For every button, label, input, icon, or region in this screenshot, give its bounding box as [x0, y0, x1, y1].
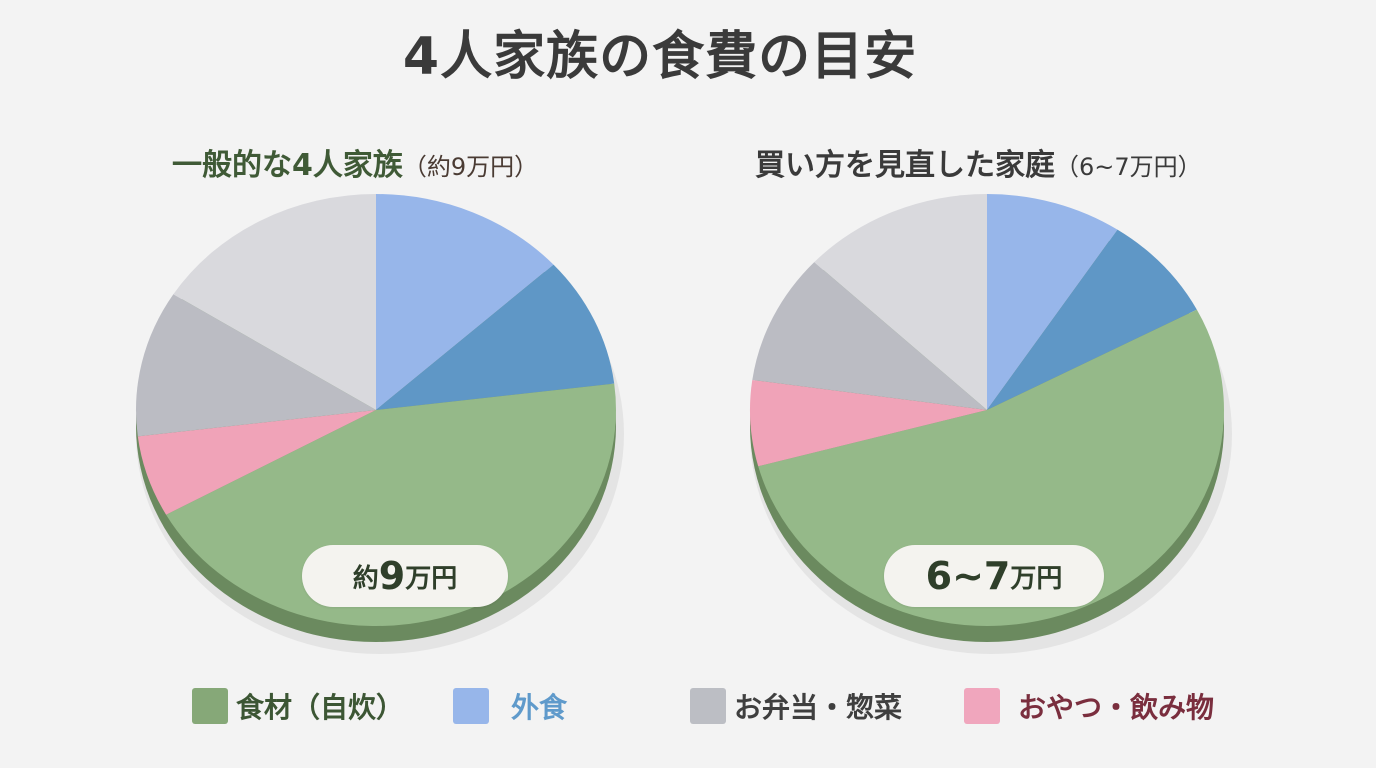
- pie-slice: [750, 379, 987, 467]
- right-total-badge: 6~7 万円: [884, 545, 1104, 607]
- legend-swatch-blue: [453, 688, 489, 724]
- legend-item-ingredients: 食材（自炊）: [192, 686, 404, 726]
- legend-swatch-gray: [690, 688, 726, 724]
- pie-slice: [136, 294, 376, 437]
- legend-label-snacks-drinks: おやつ・飲み物: [1018, 691, 1215, 724]
- pie-slice: [137, 410, 376, 515]
- right-heading-main: 買い方を見直した家庭: [755, 148, 1055, 183]
- legend-item-snacks-drinks: おやつ・飲み物: [964, 686, 1214, 726]
- legend-label-eating-out: 外食: [511, 691, 568, 724]
- pie-slice: [758, 309, 1225, 627]
- right-total-suffix: 万円: [1010, 563, 1063, 594]
- pie-slice: [376, 194, 554, 410]
- legend-item-bento-deli: お弁当・惣菜: [690, 686, 902, 726]
- left-total-badge: 約 9 万円: [302, 545, 508, 607]
- legend-swatch-pink: [964, 688, 1000, 724]
- left-total-number: 9: [378, 554, 406, 598]
- left-heading-amount: （約9万円）: [402, 153, 539, 181]
- left-total-suffix: 万円: [405, 563, 458, 594]
- right-chart-heading: 買い方を見直した家庭（6~7万円）: [755, 140, 1202, 184]
- legend-label-bento-deli: お弁当・惣菜: [734, 691, 903, 724]
- pie-slice: [376, 264, 615, 410]
- pie-chart-revised-family: [750, 194, 1232, 654]
- pie-slice: [814, 194, 987, 410]
- left-total-prefix: 約: [352, 563, 379, 594]
- chart-title: 4人家族の食費の目安: [402, 27, 918, 87]
- pie-chart-typical-family: [136, 194, 624, 654]
- legend-item-eating-out: 外食: [453, 686, 567, 726]
- pie-slice: [752, 262, 987, 410]
- right-heading-amount: （6~7万円）: [1055, 153, 1202, 181]
- right-total-number: 6~7: [925, 554, 1011, 598]
- pie-slice: [987, 229, 1197, 410]
- legend-label-ingredients: 食材（自炊）: [236, 691, 405, 724]
- pie-slice: [987, 194, 1118, 410]
- left-heading-main: 一般的な4人家族: [172, 148, 403, 183]
- pie-slice: [173, 194, 376, 410]
- legend-swatch-green: [192, 688, 228, 724]
- left-chart-heading: 一般的な4人家族（約9万円）: [172, 140, 538, 184]
